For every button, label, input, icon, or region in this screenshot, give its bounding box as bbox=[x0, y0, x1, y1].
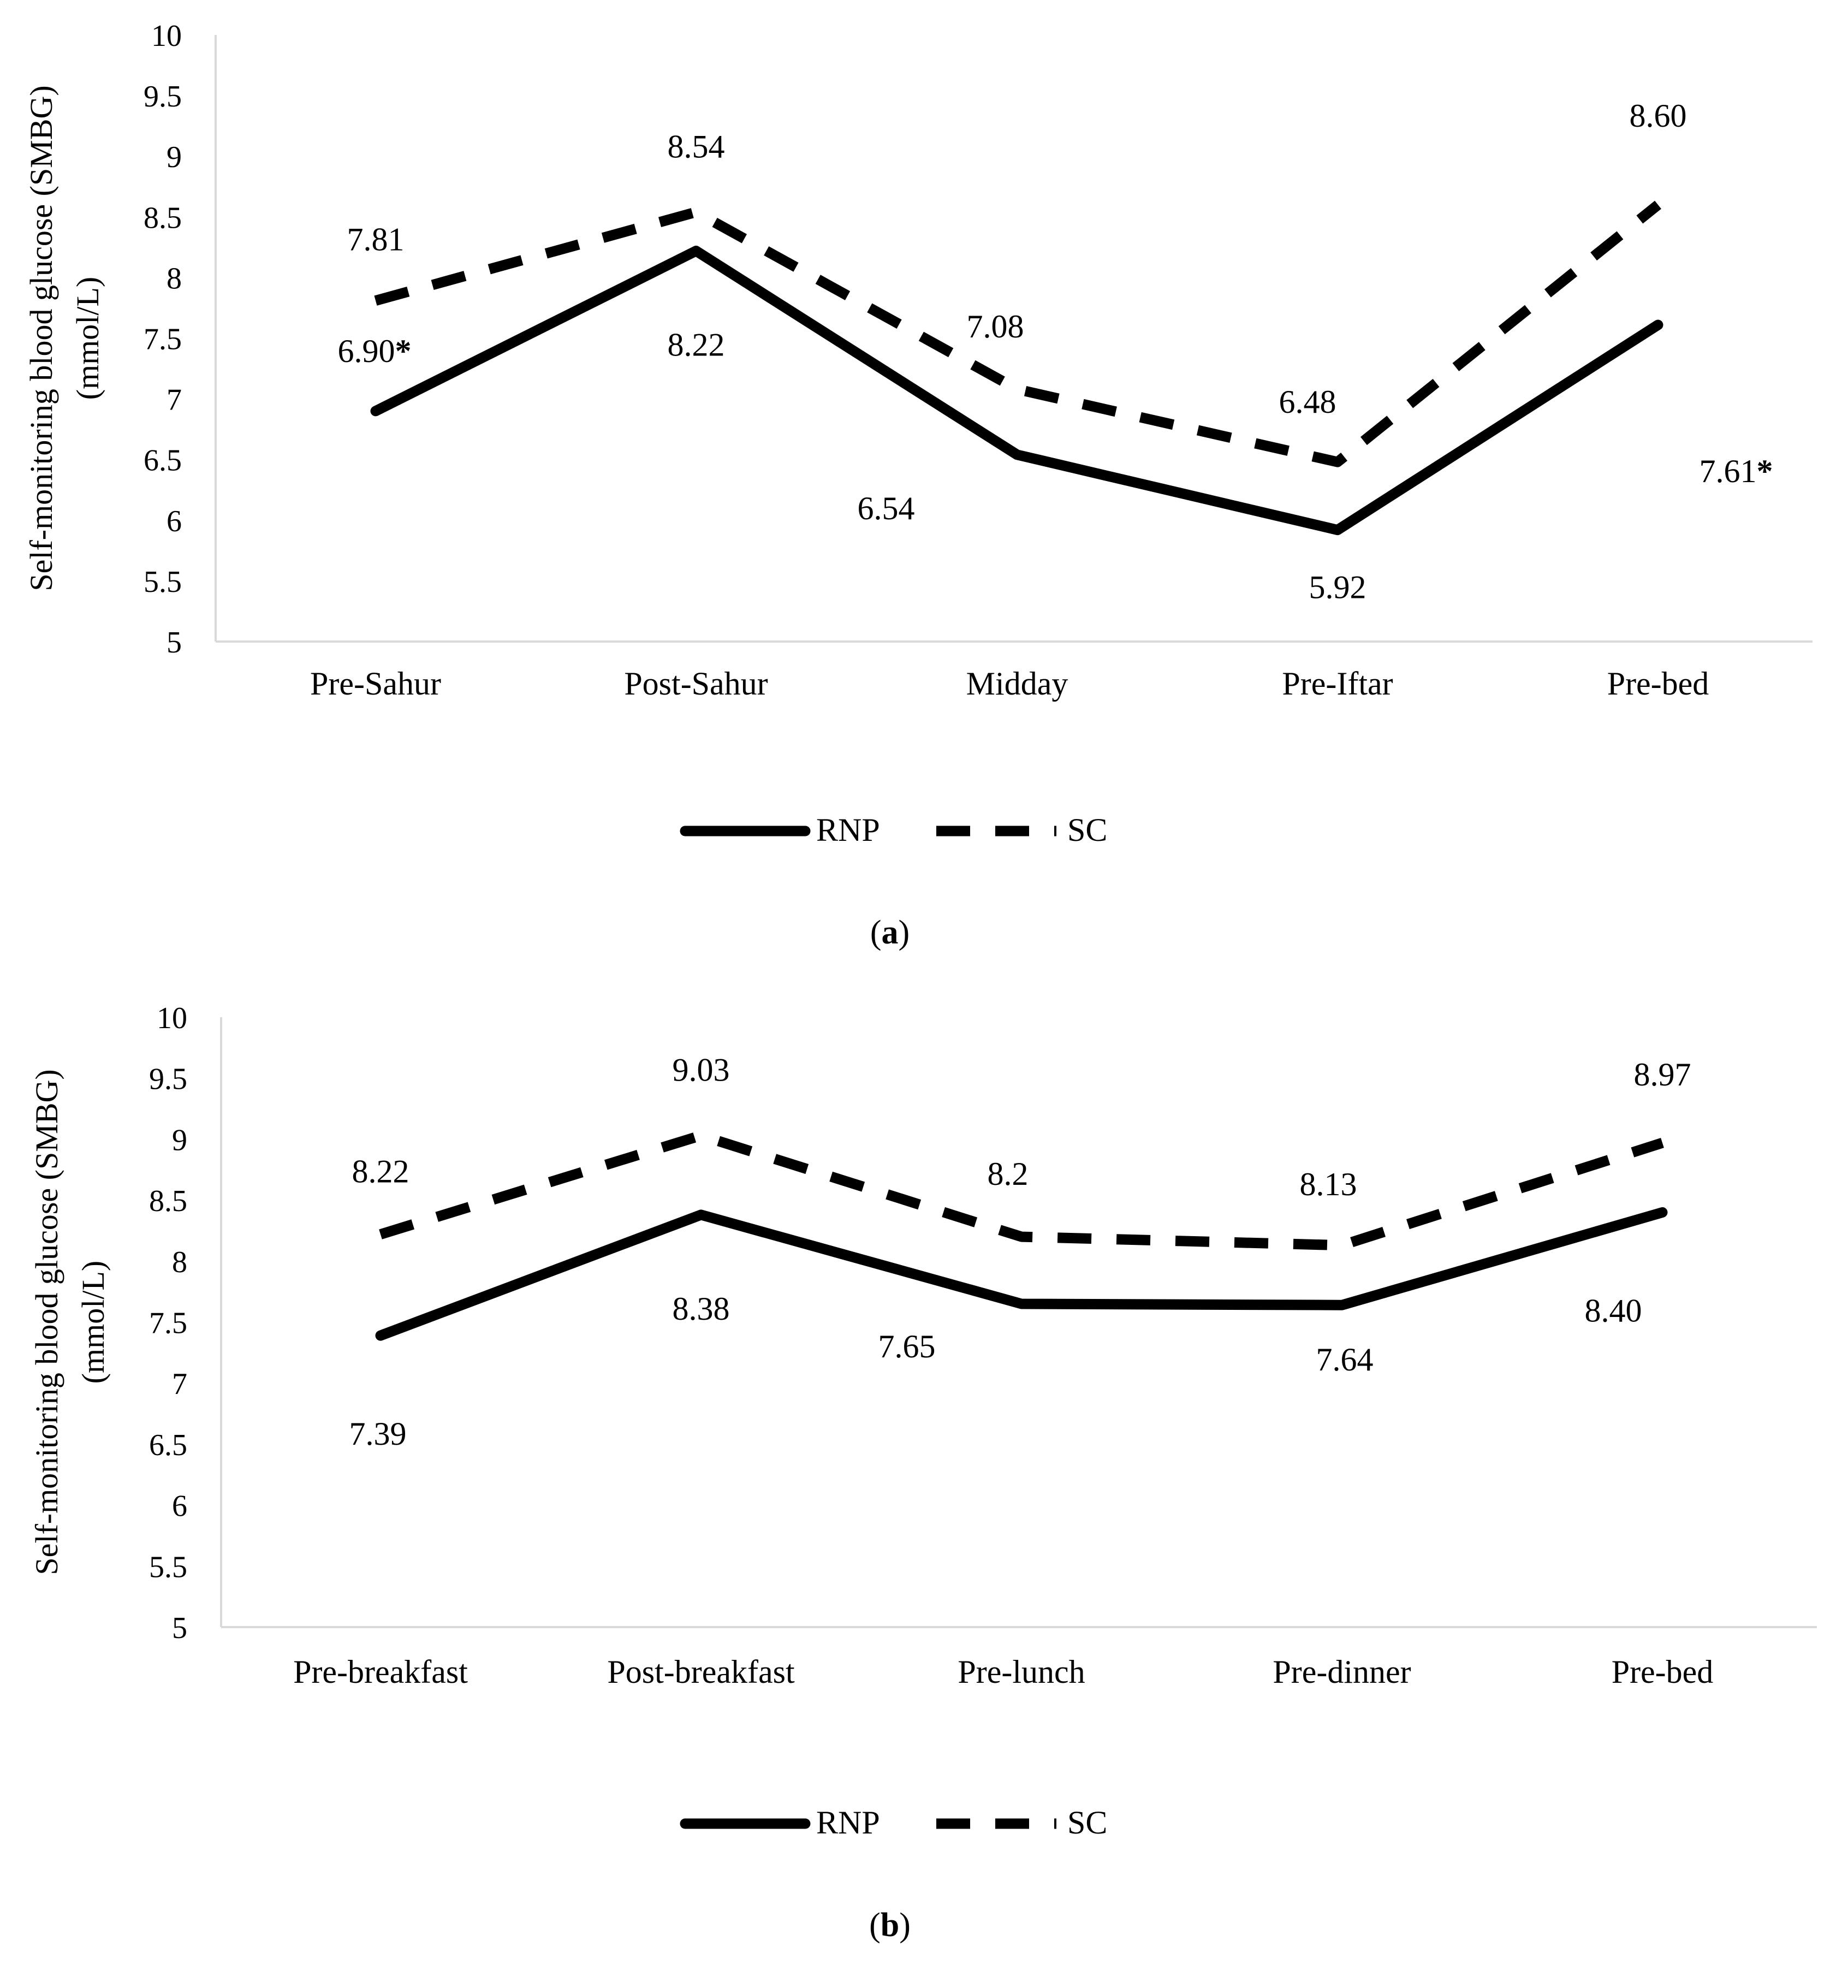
data-label: 7.08 bbox=[967, 308, 1024, 345]
y-axis-title: (mmol/L) bbox=[70, 277, 105, 400]
data-label: 5.92 bbox=[1309, 569, 1366, 606]
panel-label: (b) bbox=[869, 1907, 911, 1944]
y-tick-label: 8 bbox=[172, 1245, 187, 1279]
legend-label: SC bbox=[1067, 1805, 1107, 1841]
data-label: 8.13 bbox=[1300, 1166, 1357, 1202]
x-category-label: Pre-Iftar bbox=[1282, 666, 1393, 702]
chart-panel-a: 10 9.5 9 8.5 8 7.5 7 6.5 6 5.5 5 Self-monitoring bl… bbox=[23, 19, 1813, 951]
data-label: 7.64 bbox=[1316, 1342, 1374, 1378]
y-tick-label: 5 bbox=[167, 626, 182, 660]
series-line-rnp bbox=[370, 246, 1663, 536]
y-tick-label: 5.5 bbox=[144, 565, 182, 599]
data-label: 8.97 bbox=[1634, 1057, 1691, 1093]
y-tick-label: 6 bbox=[167, 505, 182, 538]
y-tick-label: 9.5 bbox=[149, 1063, 187, 1096]
y-tick-label: 7 bbox=[172, 1367, 187, 1401]
y-tick-label: 5.5 bbox=[149, 1550, 187, 1584]
data-label: 7.61* bbox=[1700, 453, 1773, 489]
legend: RNP SC bbox=[680, 812, 1107, 848]
data-label: 7.81 bbox=[347, 222, 405, 258]
data-label: 8.40 bbox=[1585, 1292, 1642, 1328]
x-category-label: Midday bbox=[966, 666, 1068, 702]
y-tick-label: 10 bbox=[157, 1001, 187, 1035]
chart-panel-b: 10 9.5 9 8.5 8 7.5 7 6.5 6 5.5 5 Self-monitoring bl… bbox=[29, 1001, 1817, 1944]
series-line-rnp bbox=[375, 1207, 1668, 1341]
data-label: 7.65 bbox=[878, 1328, 936, 1364]
x-category-label: Post-Sahur bbox=[624, 666, 768, 702]
y-axis-title: Self-monitoring blood glucose (SMBG) bbox=[23, 85, 59, 591]
data-label: 8.54 bbox=[668, 128, 725, 164]
legend-label: RNP bbox=[816, 1805, 880, 1841]
x-category-label: Pre-Sahur bbox=[310, 666, 441, 702]
y-axis-title: (mmol/L) bbox=[75, 1261, 111, 1384]
data-label: 8.22 bbox=[668, 327, 725, 363]
legend-label: SC bbox=[1067, 812, 1107, 848]
data-label: 6.90* bbox=[338, 333, 412, 369]
y-axis-title: Self-monitoring blood glucose (SMBG) bbox=[29, 1069, 64, 1575]
y-tick-label: 6.5 bbox=[144, 444, 182, 478]
significance-marker: * bbox=[395, 333, 412, 369]
data-label: 8.38 bbox=[673, 1291, 730, 1327]
series-line-sc bbox=[379, 1130, 1664, 1251]
x-category-label: Post-breakfast bbox=[607, 1654, 795, 1690]
y-tick-label: 6.5 bbox=[149, 1428, 187, 1462]
data-label: 8.22 bbox=[352, 1154, 409, 1190]
significance-marker: * bbox=[1757, 453, 1773, 489]
x-category-label: Pre-breakfast bbox=[293, 1654, 468, 1690]
y-tick-label: 8 bbox=[167, 262, 182, 295]
x-category-label: Pre-bed bbox=[1607, 666, 1709, 702]
x-category-label: Pre-lunch bbox=[958, 1654, 1085, 1690]
data-label: 8.60 bbox=[1630, 98, 1687, 134]
y-tick-label: 9 bbox=[167, 140, 182, 174]
y-tick-label: 7.5 bbox=[144, 323, 182, 357]
y-tick-label: 6 bbox=[172, 1489, 187, 1523]
y-tick-label: 7.5 bbox=[149, 1307, 187, 1340]
legend: RNP SC bbox=[680, 1805, 1107, 1841]
data-label: 8.2 bbox=[988, 1156, 1029, 1192]
y-tick-label: 10 bbox=[151, 19, 182, 53]
y-tick-label: 7 bbox=[167, 383, 182, 417]
y-tick-label: 9.5 bbox=[144, 80, 182, 114]
data-label: 9.03 bbox=[673, 1052, 730, 1088]
legend-label: RNP bbox=[816, 812, 880, 848]
y-tick-label: 9 bbox=[172, 1123, 187, 1157]
x-category-label: Pre-dinner bbox=[1273, 1654, 1411, 1690]
data-label: 6.48 bbox=[1279, 384, 1336, 420]
data-label: 6.54 bbox=[858, 490, 915, 526]
panel-label: (a) bbox=[870, 914, 910, 951]
y-tick-label: 8.5 bbox=[149, 1184, 187, 1218]
y-tick-label: 8.5 bbox=[144, 201, 182, 235]
x-category-label: Pre-bed bbox=[1612, 1654, 1714, 1690]
y-tick-label: 5 bbox=[172, 1611, 187, 1645]
data-label: 7.39 bbox=[349, 1416, 407, 1452]
